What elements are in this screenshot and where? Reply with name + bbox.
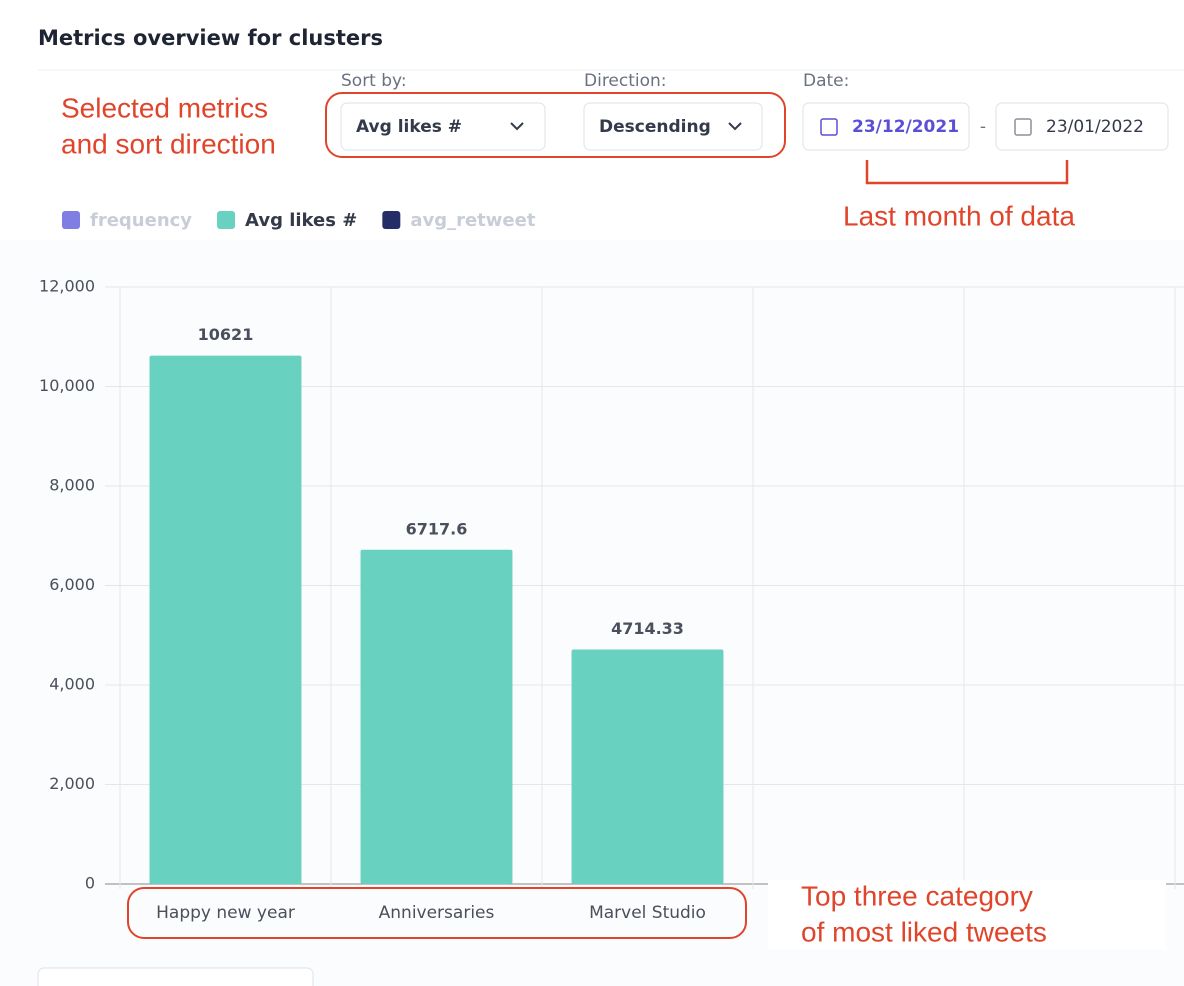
legend-label: Avg likes # xyxy=(245,210,357,231)
date-from-input[interactable] xyxy=(802,102,970,151)
sort-value: Avg likes # xyxy=(356,117,462,137)
date-from: 23/12/2021 xyxy=(852,117,959,137)
annotation: Selected metrics xyxy=(61,92,268,123)
x-tick-label: Happy new year xyxy=(156,903,295,923)
annotation: and sort direction xyxy=(61,128,276,159)
date-label: Date: xyxy=(803,71,849,91)
annotation: Top three category xyxy=(801,880,1033,911)
annotation: of most liked tweets xyxy=(801,916,1047,947)
x-tick-label: Anniversaries xyxy=(379,903,495,923)
data-label: 10621 xyxy=(198,325,254,344)
legend-label: frequency xyxy=(90,210,192,231)
page-title: Metrics overview for clusters xyxy=(38,26,383,50)
partial-control[interactable] xyxy=(37,967,314,986)
legend-swatch xyxy=(217,211,236,229)
legend-swatch xyxy=(62,211,80,229)
chart: frequency Avg likes # avg_retweet 0 2,000 4,0… xyxy=(39,210,1184,923)
annotation-bracket xyxy=(865,160,1069,185)
y-tick-label: 0 xyxy=(85,874,95,893)
y-tick-label: 12,000 xyxy=(39,277,95,296)
legend-label: avg_retweet xyxy=(410,210,535,231)
sort-label: Sort by: xyxy=(341,71,407,91)
sort-select[interactable] xyxy=(340,102,546,151)
annotation: Last month of data xyxy=(843,200,1075,231)
y-tick-label: 6,000 xyxy=(49,575,95,594)
bar xyxy=(571,649,724,884)
annotation-outline xyxy=(325,92,786,158)
bar xyxy=(360,549,513,884)
chevron xyxy=(728,122,742,131)
bar xyxy=(149,355,302,885)
chevron xyxy=(510,122,524,131)
date-to: 23/01/2022 xyxy=(1046,117,1144,137)
direction-value: Descending xyxy=(599,117,711,137)
x-tick-label: Marvel Studio xyxy=(589,903,706,923)
annotation-background xyxy=(768,880,1166,950)
y-tick-label: 4,000 xyxy=(49,675,95,694)
date-separator: - xyxy=(980,117,986,137)
y-tick-label: 2,000 xyxy=(49,774,95,793)
direction-select[interactable] xyxy=(583,102,763,151)
legend-swatch xyxy=(382,211,401,229)
data-label: 6717.6 xyxy=(406,519,468,538)
calendar-icon xyxy=(820,118,838,136)
y-tick-label: 10,000 xyxy=(39,376,95,395)
annotation-outline xyxy=(127,887,747,939)
date-to-input[interactable] xyxy=(995,102,1169,151)
calendar-icon xyxy=(1014,118,1032,136)
data-label: 4714.33 xyxy=(611,619,684,638)
direction-label: Direction: xyxy=(584,71,667,91)
y-tick-label: 8,000 xyxy=(49,476,95,495)
